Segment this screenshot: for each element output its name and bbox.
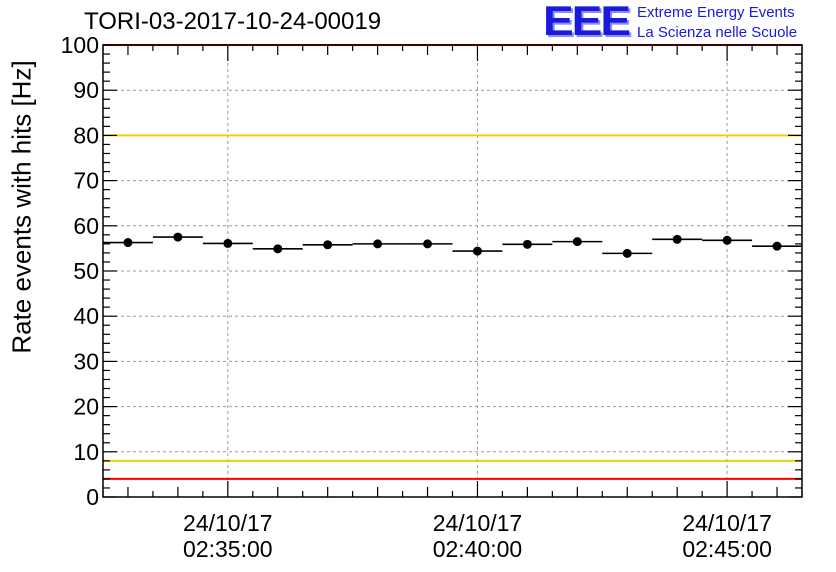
grid bbox=[103, 45, 802, 497]
data-point bbox=[173, 232, 183, 242]
y-tick-label: 0 bbox=[86, 484, 99, 510]
x-tick-label-time: 02:45:00 bbox=[682, 536, 772, 562]
data-point bbox=[423, 239, 433, 249]
reference-lines bbox=[103, 44, 802, 480]
data-point bbox=[722, 235, 732, 245]
data-point bbox=[672, 234, 682, 244]
y-tick-label: 50 bbox=[73, 258, 99, 284]
data-point bbox=[522, 239, 532, 249]
x-tick-label-date: 24/10/17 bbox=[682, 510, 772, 536]
y-tick-label: 80 bbox=[73, 122, 99, 148]
x-tick-label-time: 02:40:00 bbox=[433, 536, 523, 562]
data-point bbox=[472, 246, 482, 256]
x-tick-label-time: 02:35:00 bbox=[183, 536, 273, 562]
y-tick-label: 40 bbox=[73, 303, 99, 329]
x-tick-label-date: 24/10/17 bbox=[183, 510, 273, 536]
data-point bbox=[123, 238, 133, 248]
axis-ticks bbox=[102, 44, 803, 498]
y-tick-label: 100 bbox=[61, 32, 99, 58]
x-tick-label-date: 24/10/17 bbox=[433, 510, 523, 536]
data-point bbox=[622, 248, 632, 258]
logo-line-1: Extreme Energy Events bbox=[637, 4, 795, 21]
y-tick-label: 70 bbox=[73, 168, 99, 194]
data-point bbox=[572, 237, 582, 247]
eee-logo: EEE bbox=[543, 0, 631, 45]
points-group bbox=[103, 232, 831, 258]
logo-line-2: La Scienza nelle Scuole bbox=[637, 24, 798, 41]
y-tick-label: 10 bbox=[73, 439, 99, 465]
y-tick-label: 90 bbox=[73, 77, 99, 103]
data-point bbox=[223, 238, 233, 248]
y-tick-label: 60 bbox=[73, 213, 99, 239]
data-point bbox=[323, 240, 333, 250]
chart-title: TORI-03-2017-10-24-00019 bbox=[84, 8, 382, 35]
y-axis-label: Rate events with hits [Hz] bbox=[6, 60, 37, 354]
data-point bbox=[273, 244, 283, 254]
tick-labels: 010203040506070809010024/10/1702:35:0024… bbox=[61, 32, 772, 562]
data-point bbox=[822, 241, 831, 250]
data-point bbox=[373, 239, 383, 249]
data-point bbox=[772, 241, 782, 251]
data-series bbox=[103, 232, 831, 258]
y-tick-label: 20 bbox=[73, 394, 99, 420]
y-tick-label: 30 bbox=[73, 348, 99, 374]
